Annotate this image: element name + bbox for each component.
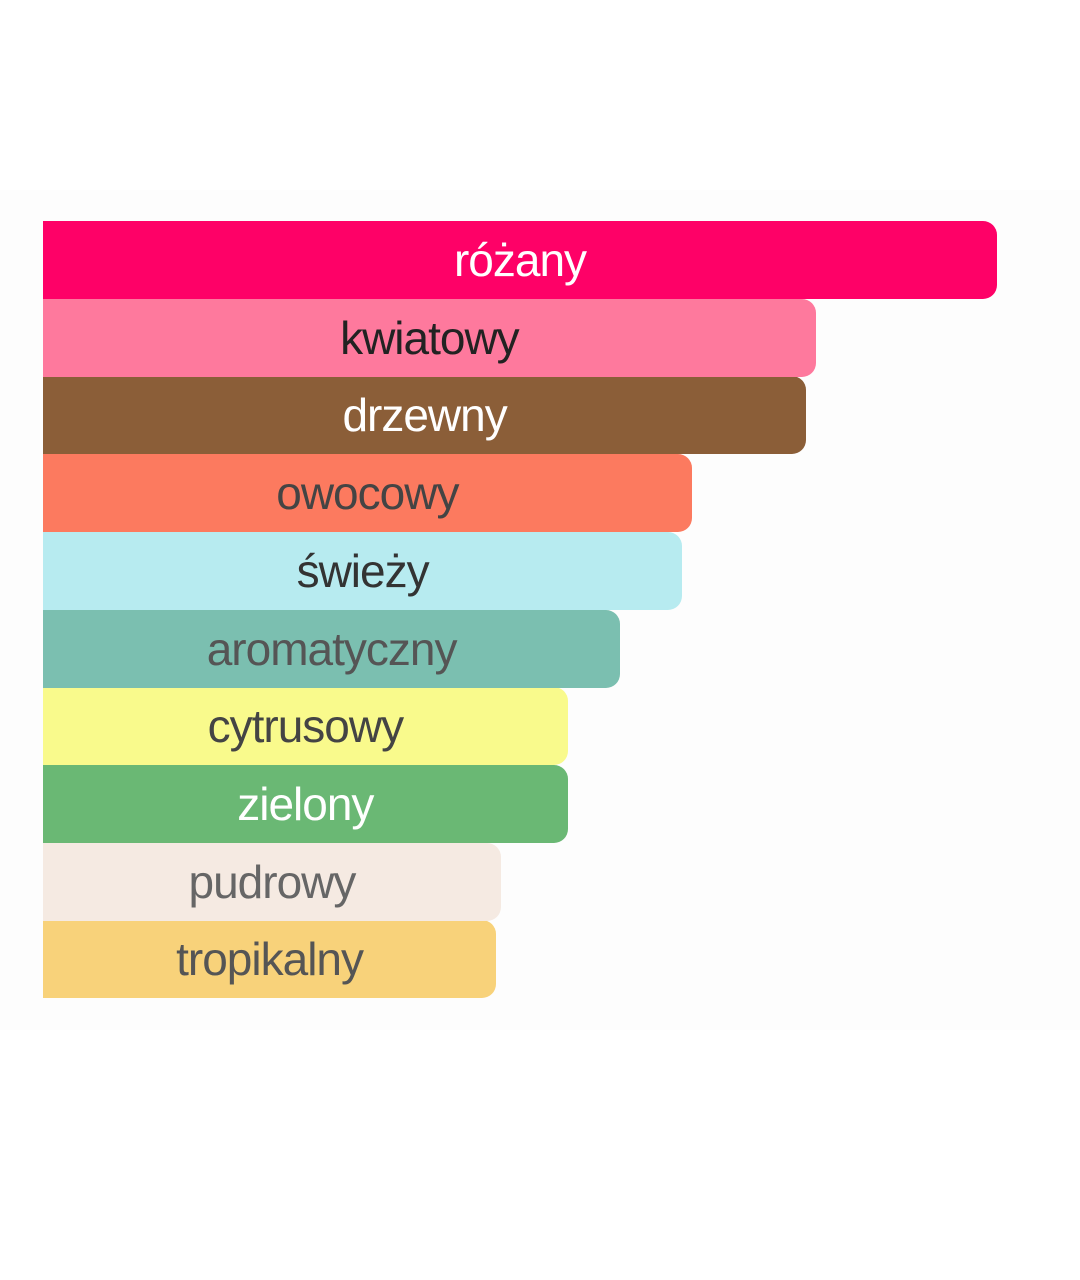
bar-4: świeży xyxy=(43,531,683,610)
bar-0: różany xyxy=(43,221,997,299)
bar-5: aromatyczny xyxy=(43,609,621,688)
bar-label: tropikalny xyxy=(176,933,364,986)
bar-label: drzewny xyxy=(342,389,507,442)
bar-label: aromatyczny xyxy=(206,622,458,675)
accords-bar-chart: różany kwiatowy drzewny owocowy świeży aromat… xyxy=(0,190,1080,1030)
bar-label: zielony xyxy=(237,777,374,830)
bar-6: cytrusowy xyxy=(43,687,568,766)
bar-label: cytrusowy xyxy=(207,700,404,753)
bar-1: kwiatowy xyxy=(43,298,816,377)
bar-3: owocowy xyxy=(43,454,692,533)
bar-2: drzewny xyxy=(43,376,807,455)
bar-label: owocowy xyxy=(276,467,459,520)
bar-8: pudrowy xyxy=(43,842,501,921)
bar-7: zielony xyxy=(43,764,568,843)
bar-label: świeży xyxy=(296,544,430,597)
bar-label: różany xyxy=(453,234,587,286)
bar-9: tropikalny xyxy=(43,920,497,999)
bar-label: pudrowy xyxy=(188,855,357,908)
bar-label: kwiatowy xyxy=(340,311,520,364)
